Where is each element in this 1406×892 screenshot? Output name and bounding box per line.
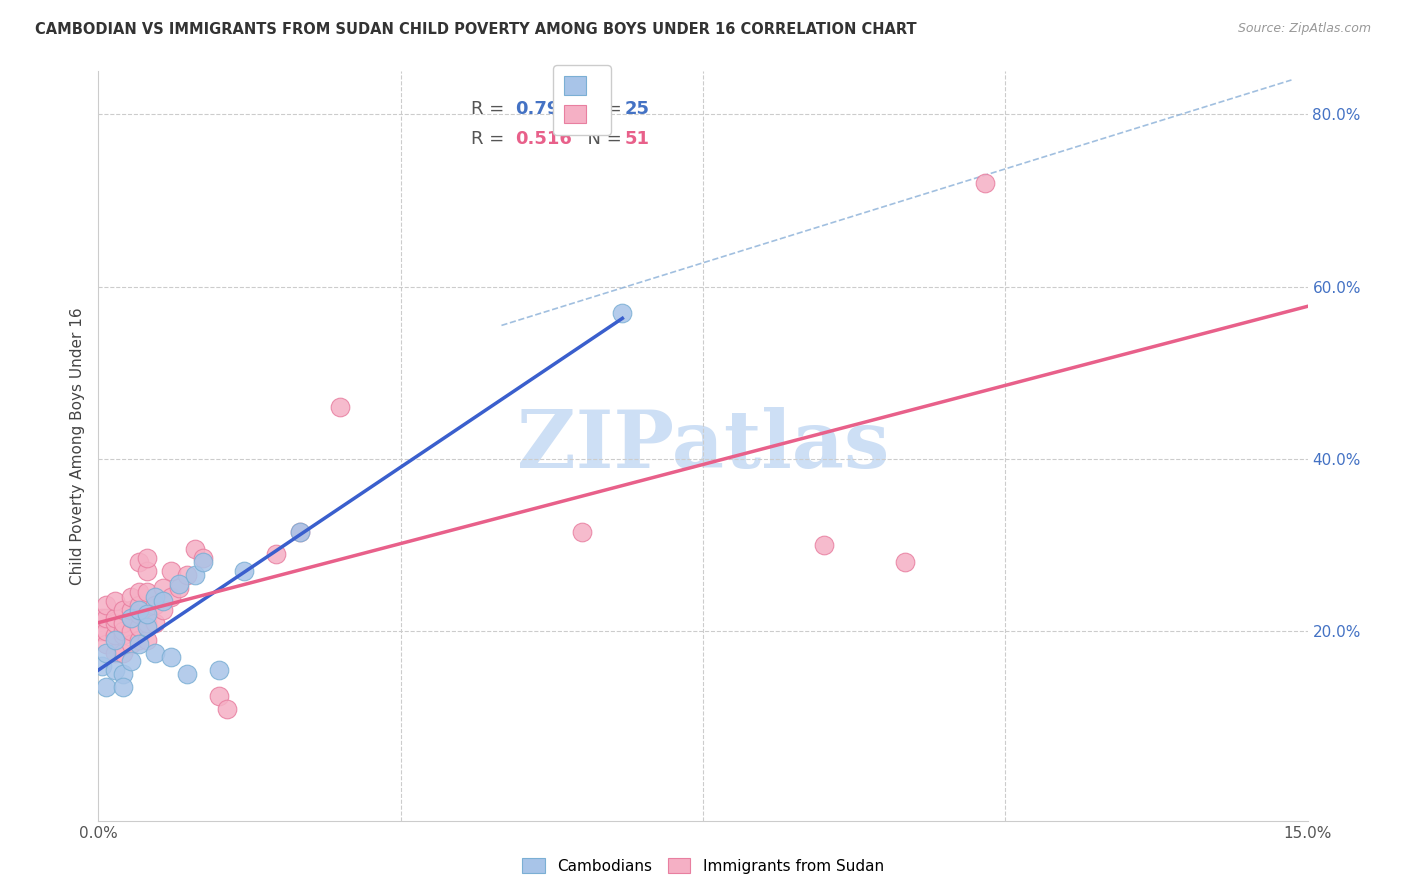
Point	[135, 615, 157, 630]
Point	[111, 628, 134, 642]
Text: ZIPatlas: ZIPatlas	[517, 407, 889, 485]
Point	[143, 646, 166, 660]
Point	[135, 551, 157, 566]
Point	[135, 585, 157, 599]
Point	[612, 305, 634, 319]
Point	[143, 615, 166, 630]
Legend: Cambodians, Immigrants from Sudan: Cambodians, Immigrants from Sudan	[516, 852, 890, 880]
Point	[208, 663, 231, 677]
Point	[217, 701, 239, 715]
Point	[571, 525, 593, 540]
Point	[91, 658, 114, 673]
Point	[135, 607, 157, 621]
Point	[167, 576, 190, 591]
Point	[120, 611, 142, 625]
Point	[143, 599, 166, 613]
Point	[893, 555, 915, 569]
Point	[120, 624, 142, 639]
Point	[103, 615, 125, 630]
Point	[96, 680, 118, 694]
Text: 25: 25	[624, 100, 650, 118]
Point	[128, 607, 150, 621]
Point	[91, 611, 114, 625]
Point	[813, 538, 835, 552]
Point	[111, 624, 134, 639]
Point	[96, 646, 118, 660]
Point	[184, 568, 207, 582]
Point	[193, 551, 215, 566]
Point	[128, 602, 150, 616]
Point	[120, 590, 142, 604]
Y-axis label: Child Poverty Among Boys Under 16: Child Poverty Among Boys Under 16	[69, 307, 84, 585]
Point	[288, 525, 311, 540]
Point	[120, 637, 142, 651]
Point	[160, 590, 183, 604]
Point	[208, 689, 231, 703]
Point	[193, 555, 215, 569]
Point	[111, 646, 134, 660]
Text: CAMBODIAN VS IMMIGRANTS FROM SUDAN CHILD POVERTY AMONG BOYS UNDER 16 CORRELATION: CAMBODIAN VS IMMIGRANTS FROM SUDAN CHILD…	[35, 22, 917, 37]
Point	[90, 624, 112, 639]
Point	[329, 401, 352, 415]
Point	[143, 590, 166, 604]
Point	[120, 654, 142, 668]
Point	[135, 620, 157, 634]
Point	[974, 177, 997, 191]
Point	[264, 547, 287, 561]
Point	[135, 632, 157, 647]
Point	[152, 581, 174, 595]
Point	[96, 599, 118, 613]
Point	[96, 611, 118, 625]
Text: 51: 51	[624, 130, 650, 148]
Point	[167, 581, 190, 595]
Point	[128, 620, 150, 634]
Point	[111, 667, 134, 681]
Text: R =: R =	[471, 100, 510, 118]
Point	[103, 646, 125, 660]
Point	[103, 611, 125, 625]
Point	[111, 602, 134, 616]
Point	[184, 542, 207, 557]
Text: Source: ZipAtlas.com: Source: ZipAtlas.com	[1237, 22, 1371, 36]
Point	[103, 628, 125, 642]
Point	[96, 637, 118, 651]
Point	[120, 602, 142, 616]
Point	[135, 564, 157, 578]
Point	[120, 611, 142, 625]
Point	[232, 564, 254, 578]
Legend: , : ,	[553, 65, 612, 135]
Point	[128, 632, 150, 647]
Point	[128, 555, 150, 569]
Point	[103, 632, 125, 647]
Point	[152, 602, 174, 616]
Text: R =: R =	[471, 130, 510, 148]
Point	[128, 585, 150, 599]
Point	[152, 594, 174, 608]
Text: 0.793: 0.793	[516, 100, 572, 118]
Point	[96, 624, 118, 639]
Text: 0.516: 0.516	[516, 130, 572, 148]
Text: N =: N =	[576, 100, 627, 118]
Point	[176, 568, 198, 582]
Point	[103, 663, 125, 677]
Point	[288, 525, 311, 540]
Point	[160, 564, 183, 578]
Point	[111, 615, 134, 630]
Point	[128, 599, 150, 613]
Point	[160, 650, 183, 665]
Point	[176, 667, 198, 681]
Point	[128, 637, 150, 651]
Point	[111, 680, 134, 694]
Point	[103, 594, 125, 608]
Text: N =: N =	[576, 130, 627, 148]
